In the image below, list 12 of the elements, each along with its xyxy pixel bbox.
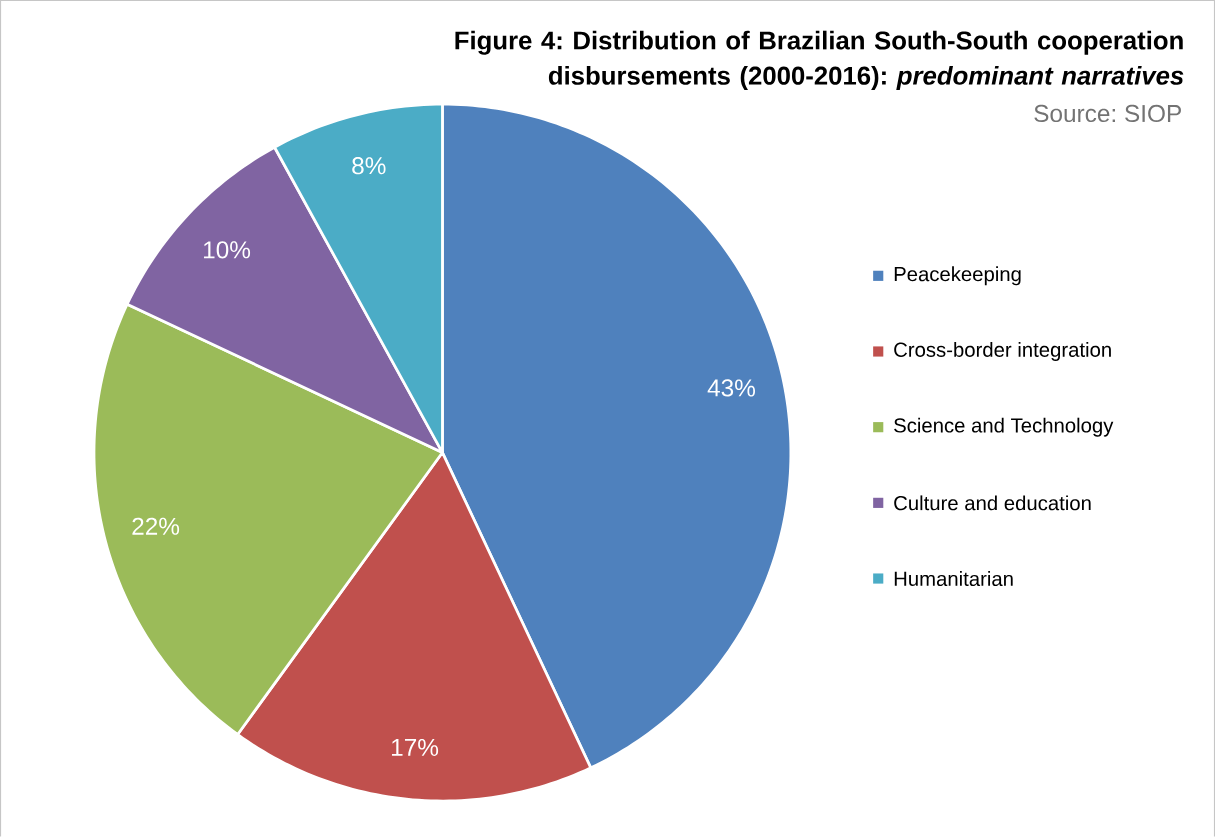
data-label: 17% <box>392 738 439 756</box>
legend-label: Humanitarian <box>894 571 1013 586</box>
legend-label: Culture and education <box>894 495 1091 511</box>
source-note: Source: SIOP <box>1034 104 1181 123</box>
data-label: 8% <box>352 157 386 175</box>
legend-label: Science and Technology <box>894 417 1114 437</box>
legend-label: Cross-border integration <box>894 341 1111 361</box>
data-label: 22% <box>132 517 180 535</box>
data-label: 10% <box>203 241 251 259</box>
chart-title: Figure 4: Distribution of Brazilian South-South cooperation disbursements (2000-2016): predominant narratives <box>455 30 1184 90</box>
data-label: 43% <box>707 379 755 397</box>
legend-label: Peacekeeping <box>894 266 1021 286</box>
